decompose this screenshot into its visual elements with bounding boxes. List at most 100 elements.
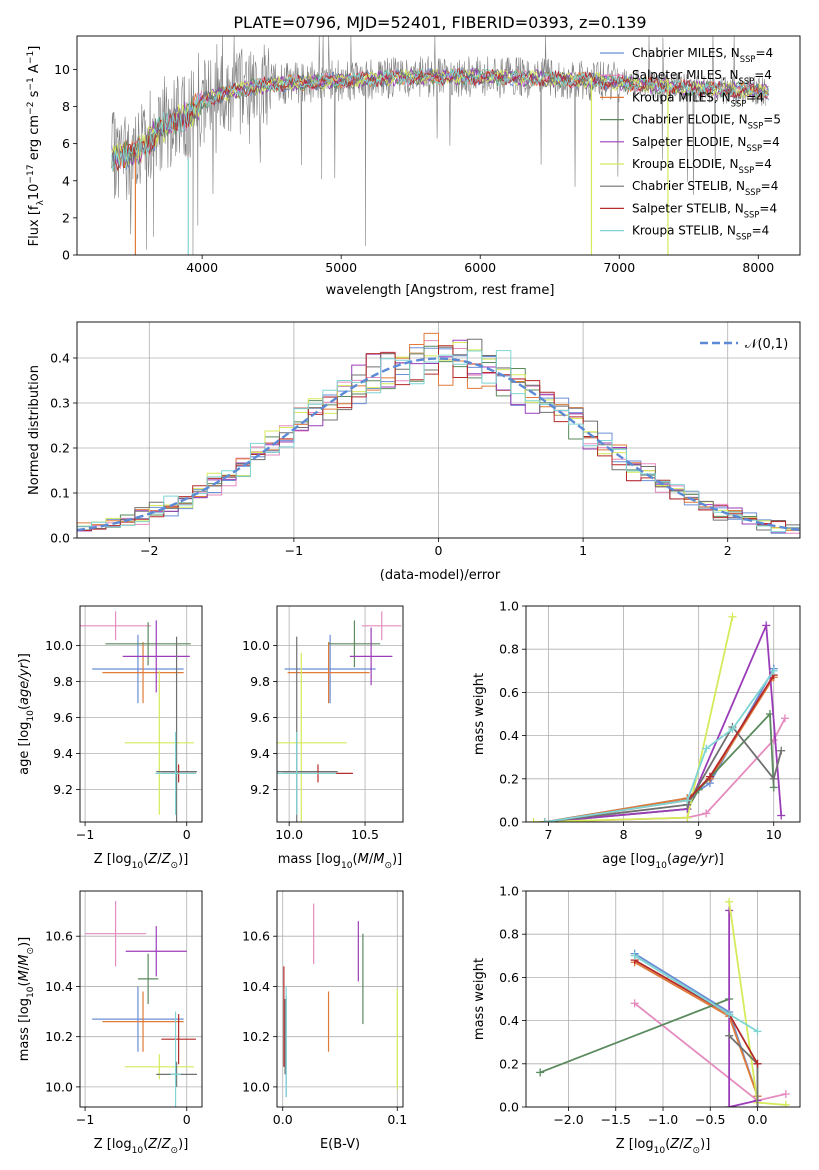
massweight-vs-age-xtick-label-2: 9	[695, 827, 703, 842]
age-vs-Z-ytick-label-1: 9.4	[53, 746, 73, 761]
age-vs-mass-axes-box	[276, 605, 404, 823]
spectrum-ytick-label-0: 0	[62, 248, 70, 263]
age-vs-mass-point-0	[284, 634, 376, 704]
massweight-vs-age-series-chabrier-stelib	[544, 726, 783, 822]
residuals-ytick-label-3: 0.3	[50, 396, 70, 411]
spectrum-xtick-label-1: 5000	[325, 260, 357, 275]
mass-vs-ebv-plot-area	[283, 903, 398, 1097]
age-vs-Z-point-8	[155, 732, 196, 815]
massweight-vs-age-marker-kroupa-stelib-4	[769, 666, 778, 675]
massweight-vs-age-series-kroupa-elodie	[533, 616, 734, 822]
massweight-vs-Z-marker-chabrier-stelib-2	[753, 1103, 762, 1107]
mass-vs-Z-axes-box	[79, 890, 203, 1108]
massweight-vs-age-marker-salpeter-elodie-3	[777, 811, 786, 820]
age-vs-mass-ytick-label-4: 10.0	[242, 638, 270, 653]
mass-vs-Z-point-4	[125, 926, 187, 977]
massweight-vs-Z-marker-salpeter-miles-2	[781, 1090, 790, 1099]
mass-vs-ebv-xlabel: E(B-V)	[320, 1137, 360, 1152]
massweight-vs-age-plot-area	[529, 612, 789, 822]
mass-vs-Z-ylabel: mass [log10(M/M⊙)]	[17, 937, 36, 1061]
legend-entry-3: Chabrier ELODIE, NSSP=5	[632, 113, 781, 131]
mass-vs-Z-point-5	[124, 1054, 194, 1080]
massweight-vs-age-series-salpeter-elodie	[544, 624, 783, 822]
residuals-xtick-label-3: 1	[579, 543, 587, 558]
residuals-xlabel: (data-model)/error	[380, 568, 501, 583]
massweight-vs-age-marker-kroupa-stelib-3	[728, 725, 737, 734]
age-vs-mass-xtick-label-0: 10.0	[275, 827, 303, 842]
legend-entry-2: Kroupa MILES, NSSP=4	[632, 90, 764, 108]
age-vs-Z-point-0	[92, 634, 184, 704]
age-vs-Z-point-5	[124, 670, 194, 815]
massweight-vs-age-axes-box	[525, 605, 801, 823]
age-vs-Z-point-3	[105, 622, 191, 666]
mass-vs-ebv-axes-box	[276, 890, 404, 1108]
massweight-vs-Z-marker-salpeter-miles-0	[630, 999, 639, 1008]
spectrum-axes-box	[76, 35, 801, 256]
massweight-vs-Z-frame: −2.0 −1.5 −1.0 −0.5 0.0 0.0 0.2 0.4 0.6 0.8 1.0 Z […	[472, 884, 801, 1156]
normal-reference-curve	[77, 357, 800, 532]
massweight-vs-age-marker-kroupa-stelib-2	[702, 744, 711, 753]
spectrum-ylabel: Flux [fλ10−17 erg cm−2 s−1 A−1]	[26, 46, 46, 247]
residuals-xtick-label-4: 2	[724, 543, 732, 558]
figure-title: PLATE=0796, MJD=52401, FIBERID=0393, z=0…	[233, 13, 646, 32]
spectrum-ytick-label-5: 10	[54, 62, 70, 77]
mass-vs-Z-ytick-label-3: 10.6	[45, 929, 73, 944]
massweight-vs-Z-ytick-label-5: 1.0	[499, 884, 519, 899]
age-vs-mass-xtick-label-1: 10.5	[351, 827, 379, 842]
spectrum-model-salpeter-stelib	[111, 68, 769, 171]
massweight-vs-age-panel: 7 8 9 10 0.0 0.2 0.4 0.6 0.8 1.0 age [log10(age/yr…	[472, 599, 801, 871]
age-vs-Z-point-2	[102, 642, 184, 704]
age-vs-Z-ytick-label-2: 9.6	[53, 710, 73, 725]
massweight-vs-age-ytick-label-2: 0.4	[499, 728, 519, 743]
legend-entry-5: Kroupa ELODIE, NSSP=4	[632, 157, 772, 175]
massweight-vs-age-marker-chabrier-stelib-4	[777, 746, 786, 755]
massweight-vs-Z-xtick-label-2: −1.0	[648, 1112, 678, 1127]
residuals-plot-area	[77, 332, 800, 538]
massweight-vs-Z-panel: −2.0 −1.5 −1.0 −0.5 0.0 0.0 0.2 0.4 0.6 0.8 1.0 Z […	[472, 884, 801, 1156]
massweight-vs-Z-plot-area	[536, 897, 790, 1107]
residuals-ylabel: Normed distribution	[27, 365, 42, 495]
massweight-vs-age-ytick-label-5: 1.0	[499, 599, 519, 614]
massweight-vs-age-ytick-label-1: 0.2	[499, 771, 519, 786]
spectrum-xtick-label-0: 4000	[186, 260, 218, 275]
spectrum-model-salpeter-elodie	[111, 68, 769, 165]
massweight-vs-Z-marker-kroupa-stelib-0	[630, 951, 639, 960]
massweight-vs-age-xlabel: age [log10(age/yr)]	[602, 852, 724, 871]
mass-vs-Z-point-2	[102, 991, 184, 1052]
massweight-vs-age-series-salpeter-miles	[544, 717, 786, 822]
age-vs-Z-ytick-label-3: 9.8	[53, 674, 73, 689]
age-vs-Z-xlabel: Z [log10(Z/Z⊙)]	[94, 852, 189, 871]
age-vs-mass-ytick-label-3: 9.8	[250, 674, 270, 689]
age-vs-Z-ytick-label-0: 9.2	[53, 782, 73, 797]
age-vs-mass-plot-area	[277, 611, 402, 822]
age-vs-mass-frame: 10.0 10.5 9.2 9.4 9.6 9.8 10.0 mass [log10(M/M⊙…	[242, 605, 404, 871]
mass-vs-Z-xtick-label-1: 0	[183, 1112, 191, 1127]
spectrum-frame: 4000 5000 6000 7000 8000 0 2 4 6 8 10 Chabrier MILE…	[26, 35, 801, 298]
spectrum-model-kroupa-stelib	[111, 68, 770, 172]
legend-entry-7: Salpeter STELIB, NSSP=4	[632, 201, 777, 219]
massweight-vs-age-frame: 7 8 9 10 0.0 0.2 0.4 0.6 0.8 1.0 age [log10(age/yr…	[472, 599, 801, 871]
age-vs-Z-ylabel: age [log10(age/yr)]	[17, 653, 36, 775]
massweight-vs-Z-series-salpeter-elodie	[728, 910, 758, 1107]
massweight-vs-Z-ytick-label-0: 0.0	[499, 1100, 519, 1115]
massweight-vs-age-marker-salpeter-miles-2	[702, 809, 711, 818]
mass-vs-Z-point-3	[137, 953, 159, 1005]
mass-vs-Z-point-0	[92, 986, 184, 1052]
mass-vs-Z-ytick-label-1: 10.2	[45, 1029, 73, 1044]
age-vs-mass-ytick-label-2: 9.6	[250, 710, 270, 725]
mass-vs-Z-xlabel: Z [log10(Z/Z⊙)]	[94, 1137, 189, 1156]
massweight-vs-age-xtick-label-3: 10	[766, 827, 782, 842]
age-vs-Z-xtick-label-0: −1	[76, 827, 94, 842]
legend-entry-4: Salpeter ELODIE, NSSP=4	[632, 135, 780, 153]
legend-entry-8: Kroupa STELIB, NSSP=4	[632, 224, 769, 242]
residuals-xtick-label-2: 0	[435, 543, 443, 558]
mass-vs-ebv-xtick-label-1: 0.1	[387, 1112, 407, 1127]
massweight-vs-age-marker-salpeter-elodie-2	[762, 621, 771, 630]
spectrum-model-chabrier-stelib	[111, 68, 770, 169]
massweight-vs-age-xtick-label-0: 7	[545, 827, 553, 842]
residual-hist-kroupa-stelib	[77, 350, 800, 533]
age-vs-Z-point-6	[156, 636, 197, 822]
spectrum-ytick-label-2: 4	[62, 173, 70, 188]
residuals-frame: −2 −1 0 1 2 0.0 0.1 0.2 0.3 0.4 𝒩(0,1) (data-model)…	[27, 321, 801, 583]
massweight-vs-Z-ytick-label-2: 0.4	[499, 1013, 519, 1028]
